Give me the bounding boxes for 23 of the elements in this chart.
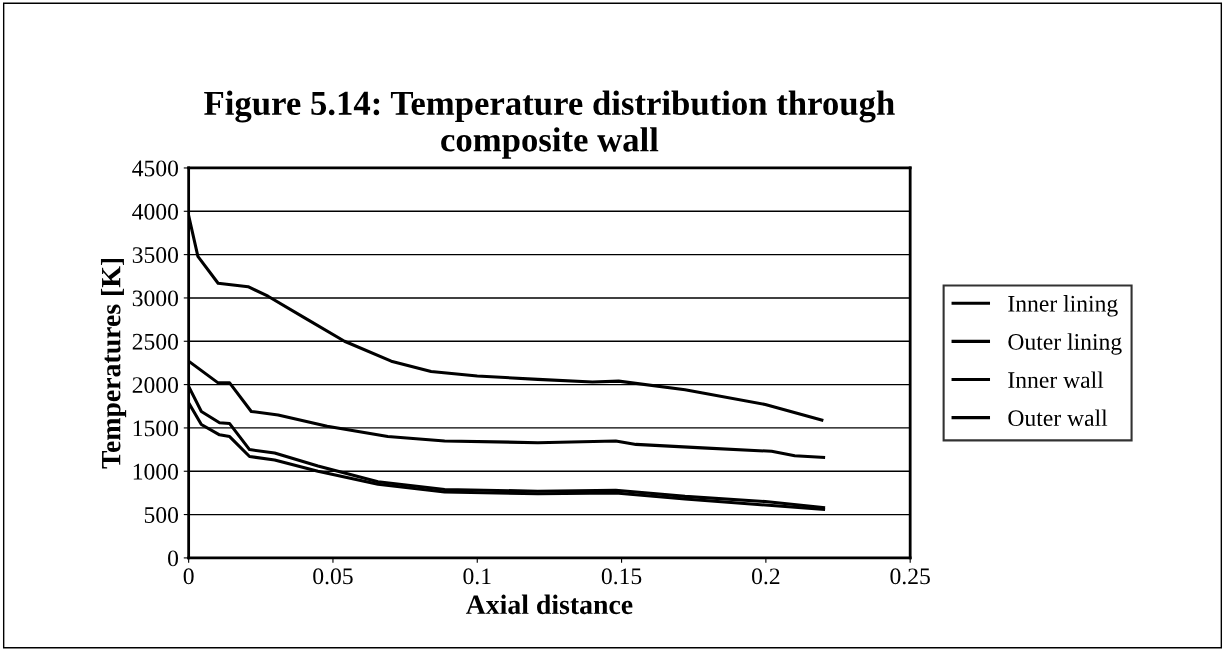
x-axis-title: Axial distance [465,594,633,615]
legend-label: Inner wall [1008,371,1104,389]
y-tick-label: 4000 [132,203,179,220]
x-tick-label: 0 [183,568,194,585]
y-tick-label: 1500 [133,420,179,437]
legend-label: Inner lining [1008,295,1118,317]
chart-title: Figure 5.14: Temperature distribution through composite wall [204,90,895,159]
x-tick-label: 0.05 [313,568,353,585]
y-tick-label: 500 [144,507,179,523]
y-tick-label: 4500 [132,160,179,177]
y-tick-label: 3000 [132,290,179,307]
x-tick-label: 0.2 [752,568,780,585]
y-tick-label: 3500 [132,247,179,264]
legend-label: Outer lining [1008,333,1122,355]
x-tick-label: 0.25 [890,568,930,585]
y-tick-label: 0 [168,550,179,567]
x-tick-label: 0.15 [601,568,642,585]
y-tick-label: 2000 [132,377,179,394]
x-tick-label: 0.1 [463,568,491,585]
y-tick-label: 1000 [133,463,179,480]
legend-label: Outer wall [1008,409,1108,427]
y-tick-label: 2500 [132,333,179,350]
y-axis-title: Temperatures [K] [100,258,127,469]
